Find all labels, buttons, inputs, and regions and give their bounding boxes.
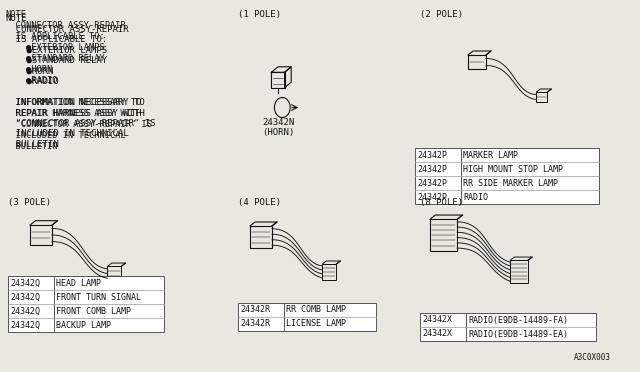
Bar (415, 148, 599, 204)
Text: A3C0X003: A3C0X003 (574, 353, 611, 362)
Text: BULLETIN: BULLETIN (5, 142, 58, 151)
Text: INFORMATION NECESSARY TO: INFORMATION NECESSARY TO (5, 98, 145, 107)
Text: IS APPLICABLE TO:: IS APPLICABLE TO: (5, 32, 105, 41)
Text: 24342R: 24342R (240, 320, 270, 328)
Text: 24342N
(HORN): 24342N (HORN) (262, 118, 294, 137)
Bar (468, 55, 486, 69)
Text: (1 POLE): (1 POLE) (238, 10, 281, 19)
Text: RADIO(E9DB-14489-FA): RADIO(E9DB-14489-FA) (468, 315, 568, 324)
Text: RR COMB LAMP: RR COMB LAMP (286, 305, 346, 314)
Text: ●RADIO: ●RADIO (5, 77, 59, 86)
Text: RADIO: RADIO (463, 192, 488, 202)
Text: "CONNECTOR ASSY-REPAIR" IS: "CONNECTOR ASSY-REPAIR" IS (5, 119, 156, 128)
Bar (430, 219, 458, 251)
Text: INCLUDED IN TECHNICAL: INCLUDED IN TECHNICAL (5, 131, 125, 140)
Bar (536, 92, 547, 102)
Text: ●HORN: ●HORN (5, 67, 53, 76)
Text: 24342X: 24342X (422, 315, 452, 324)
Text: IS APPLICABLE TO:: IS APPLICABLE TO: (5, 35, 107, 44)
Text: ●HORN: ●HORN (5, 65, 52, 74)
Bar (30, 225, 52, 245)
Text: 24342Q: 24342Q (10, 307, 40, 315)
Text: ●RADIO: ●RADIO (5, 76, 58, 85)
Text: ●STANDARD RELAY: ●STANDARD RELAY (5, 54, 105, 63)
Text: LICENSE LAMP: LICENSE LAMP (286, 320, 346, 328)
Text: (3 POLE): (3 POLE) (8, 198, 51, 207)
Text: BACKUP LAMP: BACKUP LAMP (56, 321, 111, 330)
Bar (510, 260, 528, 283)
Text: NOTE: NOTE (5, 14, 26, 23)
Text: CONNECTOR ASSY-REPAIR: CONNECTOR ASSY-REPAIR (5, 25, 129, 33)
Text: 24342Q: 24342Q (10, 321, 40, 330)
Text: ●EXTERIOR LAMPS: ●EXTERIOR LAMPS (5, 45, 107, 55)
Text: FRONT TURN SIGNAL: FRONT TURN SIGNAL (56, 292, 141, 301)
Text: FRONT COMB LAMP: FRONT COMB LAMP (56, 307, 131, 315)
Text: 24342Q: 24342Q (10, 292, 40, 301)
Text: INCLUDED IN TECHNICAL: INCLUDED IN TECHNICAL (5, 129, 129, 138)
Text: ●STANDARD RELAY: ●STANDARD RELAY (5, 56, 107, 65)
Text: 24342P: 24342P (417, 164, 447, 173)
Text: ●EXTERIOR LAMPS: ●EXTERIOR LAMPS (5, 43, 105, 52)
Bar (250, 226, 272, 248)
Text: 24342P: 24342P (417, 179, 447, 187)
Text: REPAIR HARNESS ASSY WITH: REPAIR HARNESS ASSY WITH (5, 109, 145, 118)
Text: (8 POLE): (8 POLE) (420, 198, 463, 207)
Text: 24342P: 24342P (417, 151, 447, 160)
Text: BULLETIN: BULLETIN (5, 140, 59, 149)
Text: CONNECTOR ASSY-REPAIR: CONNECTOR ASSY-REPAIR (5, 21, 125, 30)
Bar (108, 266, 121, 280)
Text: NOTE: NOTE (5, 10, 26, 19)
Text: HEAD LAMP: HEAD LAMP (56, 279, 101, 288)
Bar (323, 264, 337, 280)
Bar (8, 276, 164, 332)
Text: RR SIDE MARKER LAMP: RR SIDE MARKER LAMP (463, 179, 558, 187)
Text: INFORMATION NECESSARY TO: INFORMATION NECESSARY TO (5, 98, 141, 107)
Text: MARKER LAMP: MARKER LAMP (463, 151, 518, 160)
Text: (4 POLE): (4 POLE) (238, 198, 281, 207)
Text: (2 POLE): (2 POLE) (420, 10, 463, 19)
Text: "CONNECTOR ASSY-REPAIR" IS: "CONNECTOR ASSY-REPAIR" IS (5, 120, 152, 129)
Text: RADIO(E9DB-14489-EA): RADIO(E9DB-14489-EA) (468, 330, 568, 339)
Text: 24342P: 24342P (417, 192, 447, 202)
Text: HIGH MOUNT STOP LAMP: HIGH MOUNT STOP LAMP (463, 164, 563, 173)
Text: 24342R: 24342R (240, 305, 270, 314)
Text: 24342Q: 24342Q (10, 279, 40, 288)
Bar (238, 303, 376, 331)
Text: 24342X: 24342X (422, 330, 452, 339)
Bar (420, 313, 596, 341)
Text: REPAIR HARNESS ASSY WITH: REPAIR HARNESS ASSY WITH (5, 109, 141, 118)
